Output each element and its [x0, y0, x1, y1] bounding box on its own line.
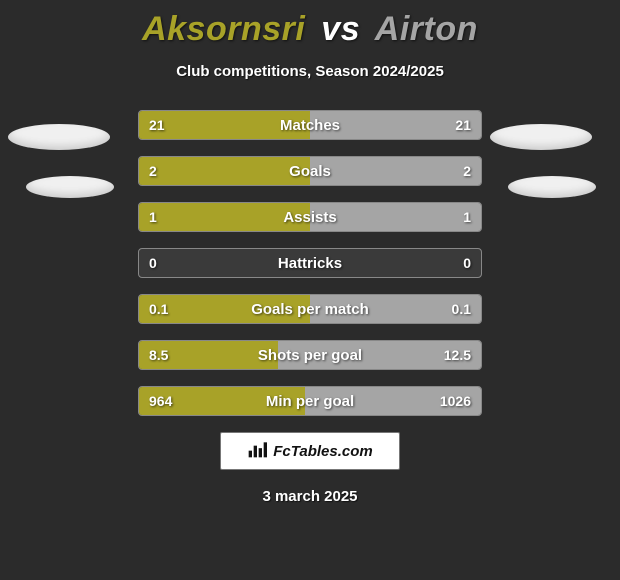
bar-right: [310, 111, 481, 139]
stat-row: Assists11: [138, 202, 482, 232]
player-badge-ellipse: [26, 176, 114, 198]
bar-left: [139, 203, 310, 231]
date-text: 3 march 2025: [0, 488, 620, 505]
stat-row: Shots per goal8.512.5: [138, 340, 482, 370]
bar-left: [139, 341, 278, 369]
watermark-text: FcTables.com: [273, 443, 372, 460]
bar-left: [139, 157, 310, 185]
player1-name: Aksornsri: [142, 10, 305, 48]
player-badge-ellipse: [490, 124, 592, 150]
stat-label: Hattricks: [139, 249, 481, 277]
stat-row: Goals22: [138, 156, 482, 186]
comparison-title: Aksornsri vs Airton: [0, 0, 620, 49]
stat-row: Hattricks0 0: [138, 248, 482, 278]
bar-right: [310, 295, 481, 323]
bar-left: [139, 387, 305, 415]
player2-name: Airton: [375, 10, 478, 48]
stat-row: Goals per match0.10.1: [138, 294, 482, 324]
subtitle: Club competitions, Season 2024/2025: [0, 63, 620, 80]
stat-row: Matches2121: [138, 110, 482, 140]
watermark: FcTables.com: [220, 432, 400, 470]
stats-container: Matches2121 Goals22 Assists11 Hattricks0 0 Go…: [138, 110, 482, 416]
bar-right: [310, 203, 481, 231]
bar-right: [310, 157, 481, 185]
bar-right: [305, 387, 481, 415]
stat-value-right: 0: [453, 249, 481, 277]
stat-row: Min per goal9641026: [138, 386, 482, 416]
player-badge-ellipse: [508, 176, 596, 198]
vs-text: vs: [321, 10, 360, 48]
bars-icon: [247, 439, 267, 463]
player-badge-ellipse: [8, 124, 110, 150]
stat-value-left: 0: [139, 249, 167, 277]
bar-right: [278, 341, 481, 369]
bar-left: [139, 111, 310, 139]
bar-left: [139, 295, 310, 323]
